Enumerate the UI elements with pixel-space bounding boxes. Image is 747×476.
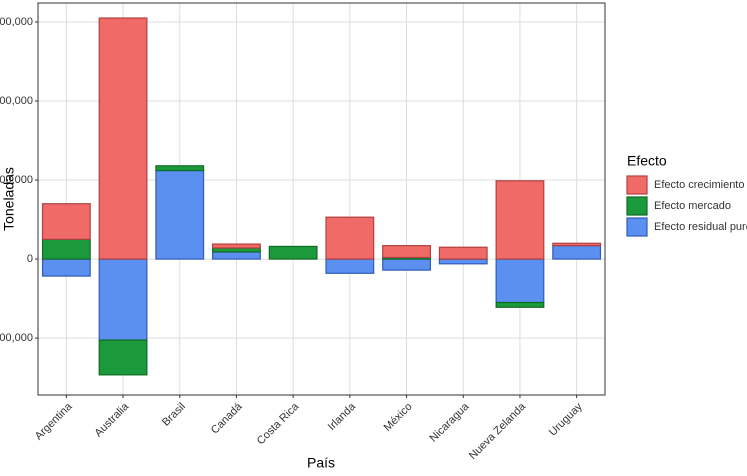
legend-label: Efecto residual puro bbox=[654, 221, 747, 233]
x-tick-label: México bbox=[382, 401, 415, 434]
bar bbox=[325, 258, 375, 274]
bar bbox=[382, 245, 431, 259]
x-axis-title: País bbox=[307, 455, 335, 471]
y-axis-title: Toneladas bbox=[1, 167, 17, 231]
panel-border bbox=[37, 2, 606, 396]
x-tick-label: Argentina bbox=[33, 400, 75, 442]
bar bbox=[155, 169, 205, 260]
bar bbox=[212, 243, 261, 249]
y-tick-label: 100,000 bbox=[0, 174, 33, 186]
x-tick-label: Nicaragua bbox=[427, 400, 472, 445]
bar bbox=[438, 258, 488, 265]
y-tick-label: 0 bbox=[27, 253, 33, 265]
bar bbox=[41, 238, 91, 260]
bar bbox=[495, 301, 545, 308]
bar bbox=[268, 245, 318, 260]
bar bbox=[41, 203, 91, 240]
bar bbox=[552, 245, 602, 260]
legend-label: Efecto mercado bbox=[654, 200, 731, 212]
x-tick-label: Nueva Zelanda bbox=[467, 400, 529, 462]
legend-key bbox=[626, 217, 648, 237]
bar bbox=[325, 216, 375, 260]
bar bbox=[495, 180, 545, 260]
bar bbox=[495, 258, 545, 304]
bar bbox=[98, 258, 148, 341]
bar bbox=[438, 246, 488, 260]
x-tick-label: Australia bbox=[92, 400, 131, 439]
x-tick-label: Uruguay bbox=[547, 400, 585, 438]
bar bbox=[98, 17, 148, 260]
y-tick-label: 200,000 bbox=[0, 95, 33, 107]
legend-key bbox=[626, 175, 648, 195]
bar bbox=[41, 258, 91, 277]
y-tick-label: -100,000 bbox=[0, 332, 33, 344]
legend-label: Efecto crecimiento bbox=[654, 179, 744, 191]
bar bbox=[212, 251, 261, 260]
bar bbox=[155, 165, 205, 172]
x-tick-label: Irlanda bbox=[326, 400, 359, 433]
legend-title: Efecto bbox=[627, 153, 667, 169]
x-tick-label: Brasil bbox=[160, 401, 188, 429]
x-tick-label: Costa Rica bbox=[255, 400, 302, 447]
x-tick-label: Canadá bbox=[209, 400, 245, 436]
y-tick-label: 300,000 bbox=[0, 16, 33, 28]
bar bbox=[382, 258, 431, 271]
bar bbox=[552, 242, 602, 247]
legend-key bbox=[626, 196, 648, 216]
bar bbox=[98, 339, 148, 376]
